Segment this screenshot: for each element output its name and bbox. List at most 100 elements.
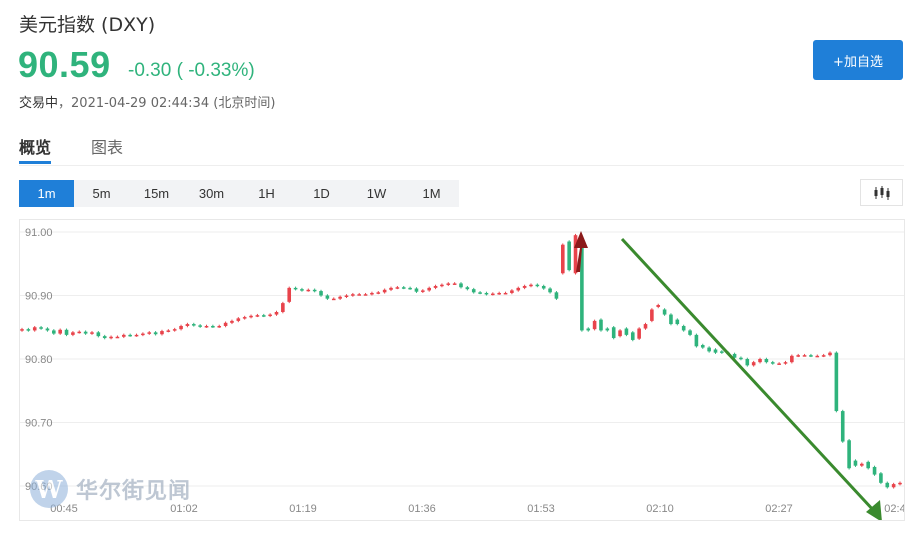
candle-body: [707, 347, 711, 352]
candle-body: [853, 460, 858, 466]
period-1mo[interactable]: 1M: [422, 186, 441, 201]
candle-body: [491, 293, 495, 296]
candle-body: [261, 315, 266, 317]
candle-body: [102, 336, 107, 339]
candle-body: [770, 362, 775, 364]
candle-body: [732, 353, 737, 358]
period-15m[interactable]: 15m: [143, 186, 170, 201]
candle-body: [83, 331, 88, 334]
candle-body: [866, 461, 870, 469]
candle-body: [459, 283, 463, 288]
candle-body: [198, 325, 202, 327]
y-tick-label: 90.90: [25, 291, 53, 303]
candle-body: [650, 309, 654, 321]
trade-status-state: 交易中: [19, 96, 59, 111]
candle-body: [898, 482, 902, 485]
candle-body: [700, 345, 705, 348]
annotation-arrow-up: [574, 231, 588, 272]
candle-body: [300, 289, 304, 291]
candle-body: [675, 319, 680, 325]
period-1h[interactable]: 1H: [258, 186, 275, 201]
x-tick-label: 02:27: [765, 503, 793, 515]
candle-body: [52, 330, 56, 334]
candle-body: [535, 284, 540, 287]
candle-body: [230, 320, 234, 323]
price-chart[interactable]: 91.0090.9090.8090.7090.6000:4501:0201:19…: [19, 219, 906, 522]
candle-body: [739, 357, 743, 360]
candle-body: [293, 287, 298, 290]
tab-overview[interactable]: 概览: [19, 134, 52, 164]
candle-body: [357, 294, 362, 296]
candle-body: [592, 320, 597, 330]
candle-body: [312, 289, 317, 292]
candle-body: [179, 325, 183, 330]
candlestick-chart[interactable]: 91.0090.9090.8090.7090.6000:4501:0201:19…: [20, 220, 906, 522]
candle-body: [541, 285, 546, 289]
candle-body: [847, 440, 851, 469]
candle-body: [96, 332, 101, 337]
candle-body: [713, 349, 718, 353]
chart-type-button[interactable]: [860, 179, 903, 206]
watermark-text: 华尔街见闻: [76, 479, 192, 504]
candle-body: [376, 292, 381, 294]
candle-body: [529, 284, 533, 287]
candle-body: [783, 362, 788, 364]
candle-body: [860, 463, 864, 466]
candle-body: [681, 325, 686, 331]
candle-body: [268, 314, 272, 317]
candle-body: [115, 336, 120, 339]
candle-body: [421, 290, 425, 292]
candle-body: [401, 287, 406, 289]
tab-bar: 概览 图表: [19, 134, 904, 166]
candle-body: [503, 292, 508, 295]
candle-body: [319, 291, 323, 296]
candle-body: [223, 322, 228, 326]
candle-body: [287, 287, 292, 302]
x-tick-label: 02:10: [646, 503, 674, 515]
candle-body: [840, 411, 845, 442]
candle-body: [828, 352, 832, 356]
candle-body: [281, 303, 285, 313]
trade-timezone: (北京时间): [213, 96, 276, 111]
candle-body: [618, 330, 622, 337]
candle-body: [166, 330, 171, 332]
candle-body: [389, 287, 393, 290]
candle-body: [325, 295, 330, 299]
candle-body: [172, 329, 177, 331]
candle-body: [720, 351, 724, 353]
annotation-arrow-down-line: [620, 237, 877, 514]
tab-chart[interactable]: 图表: [91, 138, 124, 157]
period-1d[interactable]: 1D: [313, 186, 330, 201]
candle-body: [191, 324, 196, 326]
candle-body: [751, 362, 756, 366]
x-tick-label: 01:19: [289, 503, 317, 515]
candle-body: [64, 329, 69, 335]
add-watchlist-button[interactable]: +加自选: [813, 40, 903, 80]
candle-body: [351, 294, 355, 296]
candle-body: [516, 287, 521, 291]
candle-body: [796, 355, 801, 357]
candle-body: [586, 328, 591, 331]
trade-status: 交易中，2021-04-29 02:44:34 (北京时间): [19, 96, 276, 111]
candle-body: [185, 324, 190, 326]
period-30m[interactable]: 30m: [198, 186, 225, 201]
candle-body: [637, 328, 641, 339]
candle-body: [872, 466, 877, 475]
candle-body: [408, 287, 412, 290]
period-5m[interactable]: 5m: [92, 186, 111, 201]
watermark: W 华尔街见闻: [30, 470, 191, 508]
candle-body: [497, 292, 501, 295]
candle-body: [802, 355, 807, 357]
candle-body: [249, 315, 253, 318]
candle-body: [39, 327, 43, 329]
candle-body: [58, 329, 62, 334]
candle-body: [745, 359, 750, 366]
x-tick-label: 01:53: [527, 503, 555, 515]
candle-body: [580, 241, 584, 331]
candle-body: [599, 319, 603, 331]
period-1w[interactable]: 1W: [366, 186, 387, 201]
candle-body: [554, 292, 559, 299]
candle-body: [446, 283, 451, 285]
candle-body: [630, 332, 635, 340]
period-1m[interactable]: 1m: [19, 180, 74, 207]
